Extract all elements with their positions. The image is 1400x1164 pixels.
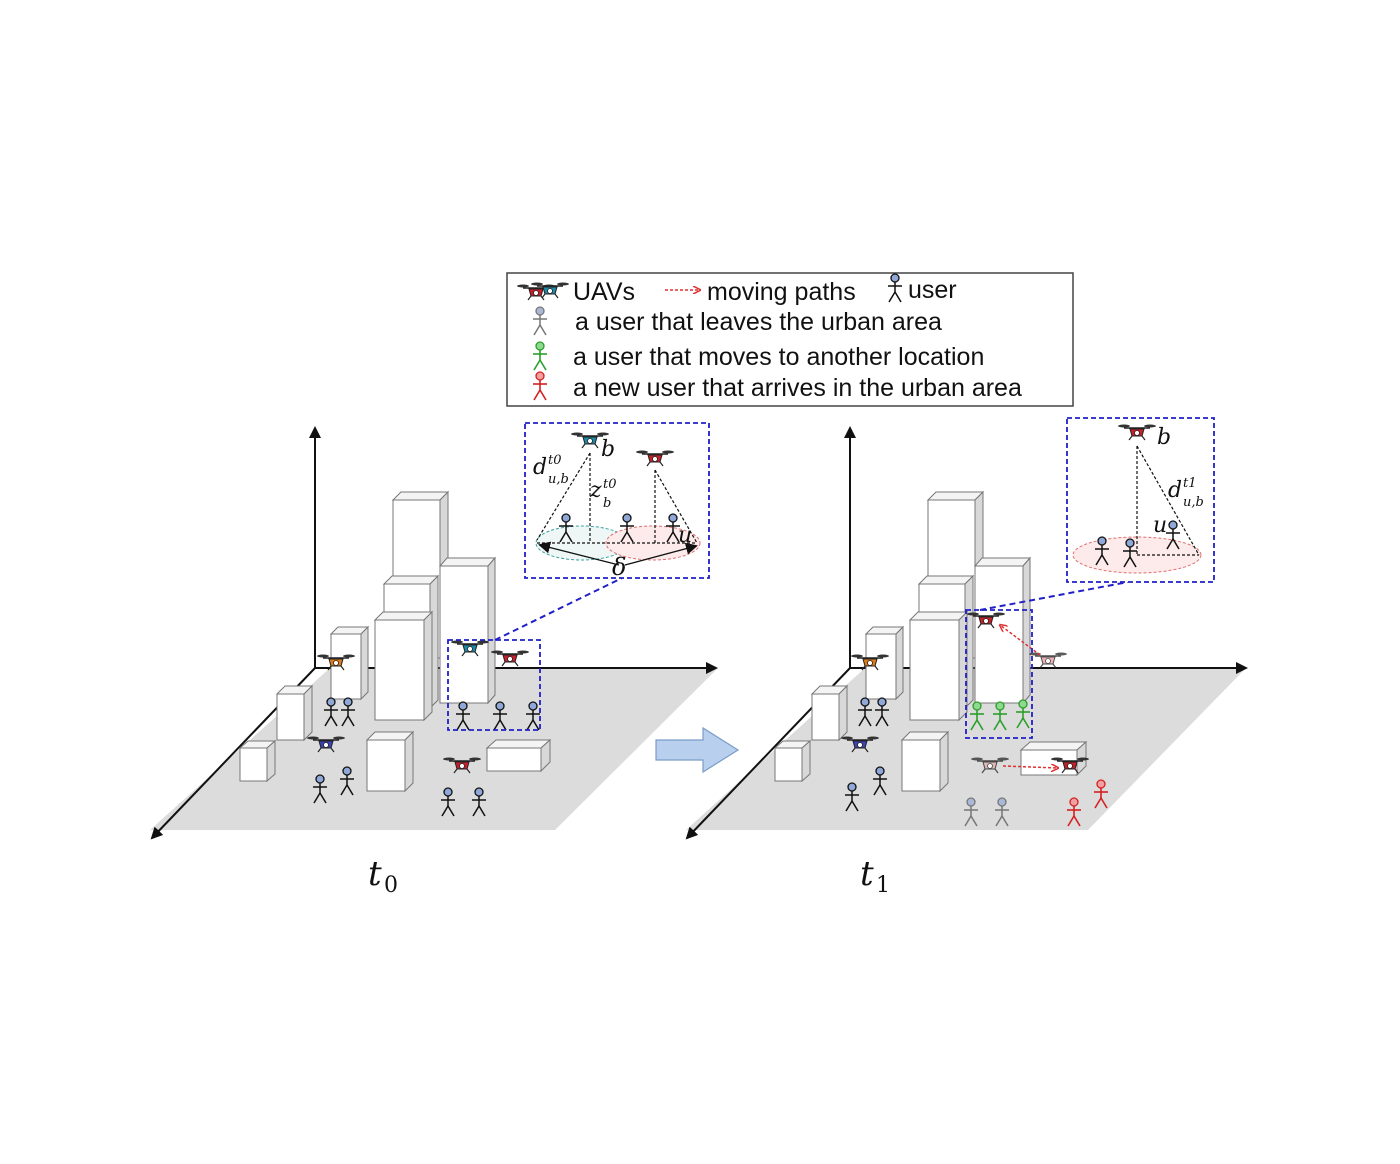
caption-t1: t 1	[860, 854, 890, 898]
drone-icon	[1028, 651, 1068, 669]
distance-sub: u,b	[1183, 495, 1204, 510]
buildings	[238, 490, 552, 793]
distance-sup: t1	[1183, 476, 1197, 491]
svg-text:t: t	[368, 854, 382, 894]
user-label-u: u	[1153, 513, 1167, 538]
svg-text:0: 0	[384, 873, 398, 898]
legend-moving-user: a user that moves to another location	[573, 343, 984, 371]
inset-t1: b d t1 u,b u	[1066, 417, 1215, 583]
legend-user: user	[908, 276, 957, 304]
legend-new-user: a new user that arrives in the urban are…	[573, 374, 1022, 402]
svg-text:t: t	[860, 854, 874, 894]
distance-sub: u,b	[548, 472, 569, 487]
zoom-region	[447, 639, 541, 731]
height-sup: t0	[603, 477, 617, 492]
caption-t0: t 0	[368, 854, 398, 898]
uav-label-b: b	[1157, 425, 1171, 450]
user-label-u: u	[678, 523, 692, 548]
legend-moving-paths: moving paths	[707, 278, 856, 306]
svg-text:1: 1	[876, 873, 890, 898]
height-sub: b	[603, 496, 611, 511]
zoom-region	[965, 609, 1033, 739]
legend-leaving-user: a user that leaves the urban area	[575, 308, 942, 336]
legend: UAVs moving paths user a user that leave…	[506, 272, 1074, 407]
distance-label: d	[533, 455, 547, 480]
distance-label: d	[1168, 478, 1182, 503]
inset-t0: b d t0 u,b z t0 b u δ	[524, 422, 710, 581]
moving-path	[1000, 625, 1041, 656]
moving-path	[1002, 766, 1058, 768]
arrow-right-icon	[655, 726, 740, 774]
height-label: z	[589, 478, 602, 503]
uav-label-b: b	[601, 437, 615, 462]
panel-t1: b d t1 u,b u t 1	[685, 417, 1248, 898]
panel-t0: b d t0 u,b z t0 b u δ t 0	[150, 422, 718, 898]
drone-icon	[490, 649, 530, 667]
zoom-connector	[979, 581, 1129, 611]
zoom-connector	[494, 577, 623, 641]
legend-uavs: UAVs	[573, 278, 635, 306]
distance-sup: t0	[548, 453, 562, 468]
radius-label: δ	[612, 553, 626, 581]
